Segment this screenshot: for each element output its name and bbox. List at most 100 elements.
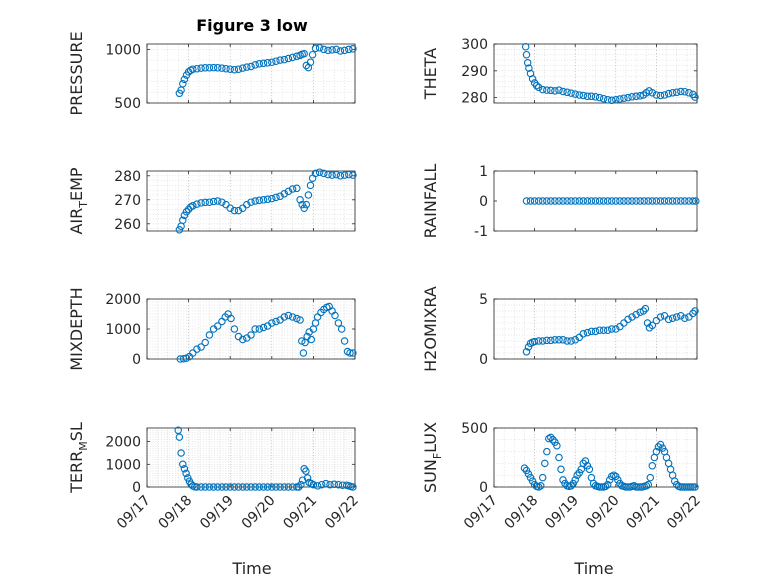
data-point xyxy=(632,92,640,101)
y-axis-label: H2OMIXRA xyxy=(421,286,440,372)
data-point xyxy=(189,202,197,210)
data-point xyxy=(308,50,317,59)
data-point xyxy=(296,316,304,324)
data-point xyxy=(547,197,555,205)
data-point xyxy=(579,330,588,338)
data-point xyxy=(681,197,689,205)
data-point xyxy=(243,483,251,491)
data-point xyxy=(672,88,681,97)
data-point xyxy=(668,89,677,97)
subplot-3: 260 270 280 AIRTEMP xyxy=(67,167,357,235)
data-point xyxy=(247,331,255,339)
data-point xyxy=(309,480,318,489)
data-point xyxy=(689,483,697,491)
data-point xyxy=(222,483,230,491)
data-point xyxy=(563,337,571,345)
data-point xyxy=(664,197,673,205)
data-point xyxy=(660,197,669,205)
data-point xyxy=(243,63,251,71)
y-tick-label: 500 xyxy=(114,96,141,112)
data-point xyxy=(563,88,571,97)
data-point xyxy=(571,197,579,205)
data-point xyxy=(179,79,187,88)
data-point xyxy=(523,59,532,67)
data-point xyxy=(587,327,596,336)
data-point xyxy=(573,471,581,479)
data-point xyxy=(251,197,259,205)
data-point xyxy=(616,197,624,205)
data-point xyxy=(632,197,640,205)
data-point xyxy=(201,483,209,491)
axes-box xyxy=(146,170,356,232)
data-point xyxy=(201,338,209,347)
data-point xyxy=(205,483,214,491)
data-point xyxy=(677,87,685,96)
data-point xyxy=(324,46,332,55)
data-point xyxy=(616,95,624,103)
data-point xyxy=(247,62,255,71)
data-point xyxy=(520,464,529,472)
data-point xyxy=(530,197,539,205)
axes-box xyxy=(146,43,356,104)
data-point xyxy=(648,197,657,205)
data-point xyxy=(640,197,648,205)
data-point xyxy=(557,465,565,474)
data-point xyxy=(272,483,280,491)
data-point xyxy=(209,63,218,72)
data-point xyxy=(543,86,551,94)
data-point xyxy=(226,204,234,212)
data-point xyxy=(656,91,665,100)
data-point xyxy=(524,470,533,478)
data-point xyxy=(174,426,182,435)
data-point xyxy=(197,64,205,72)
data-point xyxy=(639,307,648,315)
y-tick-label: 270 xyxy=(114,193,141,209)
data-point xyxy=(672,480,681,489)
data-point xyxy=(182,469,190,478)
data-point xyxy=(522,50,531,59)
data-point xyxy=(300,465,308,473)
data-point xyxy=(259,323,268,332)
data-point xyxy=(583,197,592,205)
y-axis-label-subscript: T xyxy=(77,201,90,209)
data-point xyxy=(601,482,610,491)
data-point xyxy=(599,197,608,205)
data-point xyxy=(213,322,222,330)
data-point xyxy=(534,337,543,345)
data-point xyxy=(681,314,689,322)
y-tick-label: 0 xyxy=(132,352,141,368)
data-point xyxy=(620,197,628,205)
data-point xyxy=(672,197,681,205)
data-point xyxy=(213,64,222,72)
data-point xyxy=(575,91,584,99)
data-point xyxy=(691,93,699,101)
data-point xyxy=(620,94,628,102)
data-point xyxy=(543,197,551,205)
data-point xyxy=(559,87,567,96)
data-point xyxy=(243,200,251,209)
data-point xyxy=(349,45,357,53)
subplot-1: 500 1000 PRESSURE xyxy=(67,31,357,116)
data-point xyxy=(579,91,588,100)
data-point xyxy=(660,91,669,99)
data-point xyxy=(315,44,324,52)
data-point xyxy=(299,349,308,357)
data-point xyxy=(547,86,555,95)
data-point xyxy=(555,336,563,344)
data-point xyxy=(668,314,677,322)
data-point xyxy=(230,206,239,215)
data-point xyxy=(567,197,575,205)
data-point xyxy=(559,476,567,484)
data-point xyxy=(555,197,563,205)
data-point xyxy=(276,483,284,491)
data-point xyxy=(205,331,214,339)
data-point xyxy=(689,197,697,205)
data-point xyxy=(201,198,209,207)
subplot-6: 0 5 H2OMIXRA xyxy=(421,286,699,372)
y-axis-label: PRESSURE xyxy=(67,31,86,115)
data-point xyxy=(218,64,226,72)
data-point xyxy=(581,457,590,465)
data-point xyxy=(579,459,588,468)
data-point xyxy=(280,190,289,198)
